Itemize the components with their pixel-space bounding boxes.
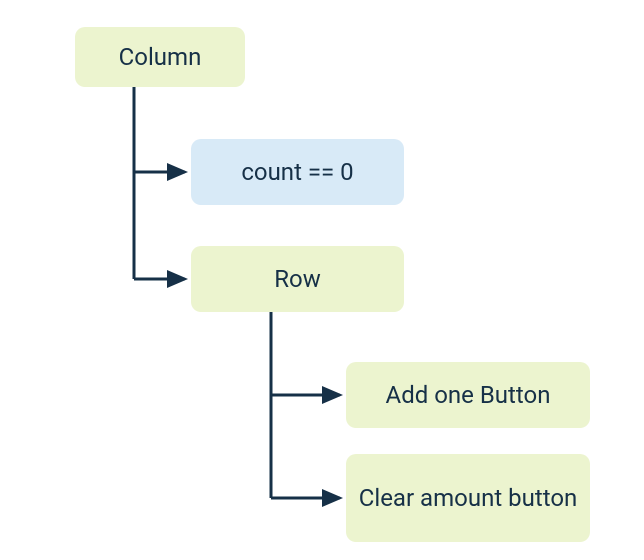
node-clear-amount-button: Clear amount button: [346, 454, 590, 542]
diagram-canvas: Column count == 0 Row Add one Button Cle…: [0, 0, 644, 560]
node-label: Clear amount button: [359, 483, 578, 513]
node-label: Add one Button: [386, 380, 551, 410]
node-label: Column: [119, 42, 202, 72]
node-label: Row: [274, 264, 321, 294]
node-label: count == 0: [241, 157, 353, 187]
node-add-one-button: Add one Button: [346, 362, 590, 428]
node-row: Row: [191, 246, 404, 312]
node-count: count == 0: [191, 139, 404, 205]
node-column: Column: [75, 27, 245, 87]
